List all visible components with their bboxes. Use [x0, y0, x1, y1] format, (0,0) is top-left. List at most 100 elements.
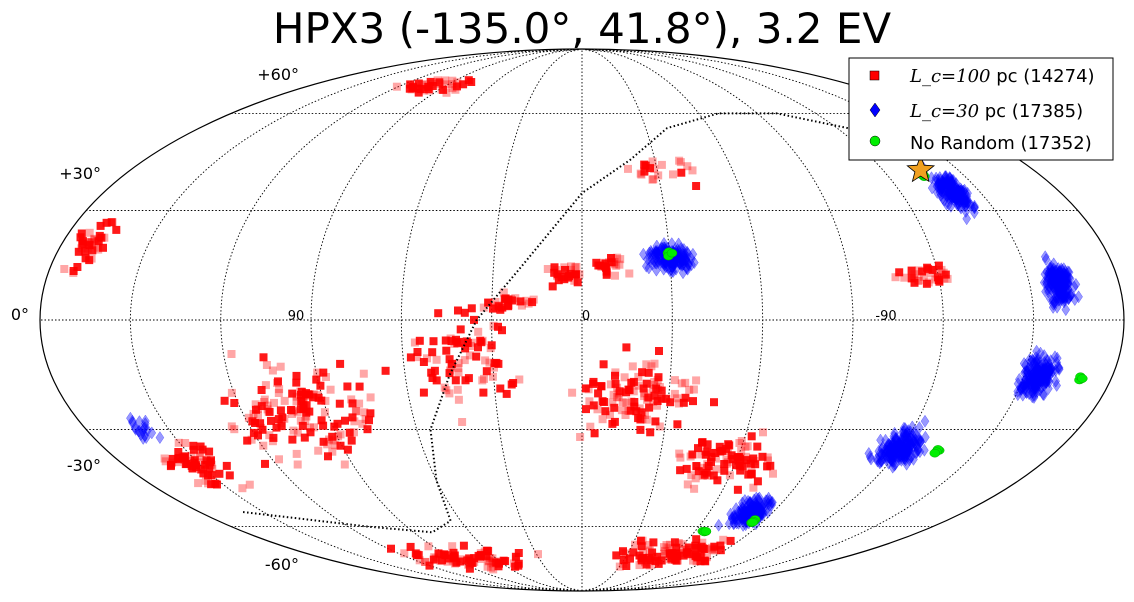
meridian-line — [129, 48, 583, 592]
red-square-point — [256, 419, 265, 428]
red-square-point — [435, 78, 444, 87]
red-square-point — [485, 358, 494, 367]
red-square-point — [645, 546, 654, 555]
red-square-point — [424, 542, 433, 551]
blue-diamond-point — [970, 201, 979, 215]
red-square-point — [576, 433, 585, 441]
red-square-point — [211, 479, 220, 488]
red-square-point — [689, 397, 697, 406]
blue-diamond-point — [949, 181, 959, 195]
red-square-point — [692, 376, 701, 385]
red-square-point — [586, 422, 595, 431]
red-square-point — [598, 262, 607, 271]
red-square-point — [589, 401, 598, 410]
red-square-point — [646, 428, 655, 437]
red-square-point — [660, 549, 669, 558]
red-square-point — [612, 551, 621, 560]
lat-label-0: 0° — [11, 305, 29, 324]
red-square-point — [189, 445, 198, 454]
red-square-point — [492, 558, 501, 567]
red-square-point — [249, 409, 258, 418]
red-square-point — [275, 455, 283, 464]
red-square-point — [891, 273, 900, 282]
red-square-point — [270, 398, 278, 407]
red-square-point — [288, 389, 297, 398]
red-square-point — [694, 444, 702, 453]
red-square-point — [516, 297, 525, 306]
red-square-point — [910, 274, 919, 283]
red-square-point — [74, 247, 83, 256]
red-square-point — [333, 419, 342, 428]
red-square-point — [636, 415, 645, 424]
red-square-point — [934, 261, 943, 270]
red-square-point — [227, 350, 236, 358]
red-square-point — [427, 368, 436, 377]
red-square-point — [424, 85, 433, 94]
red-square-point — [679, 398, 688, 407]
red-square-point — [509, 379, 518, 387]
legend: L_c=100 pc (14274) L_c=30 pc (17385) No … — [848, 57, 1114, 161]
red-square-point — [907, 266, 916, 275]
red-square-point — [758, 452, 767, 461]
red-square-point — [707, 448, 716, 457]
red-square-point — [292, 378, 301, 387]
red-square-point — [392, 82, 401, 91]
red-square-point — [694, 467, 703, 476]
red-square-point — [636, 536, 645, 545]
red-square-point — [510, 559, 518, 568]
blue-diamond-point — [931, 171, 941, 185]
red-square-point — [441, 336, 450, 345]
blue-diamond-point — [1071, 277, 1081, 291]
red-square-point — [406, 542, 415, 551]
red-square-point — [708, 545, 717, 554]
red-square-point — [700, 556, 709, 565]
red-square-point — [624, 385, 633, 394]
blue-diamond-point — [915, 445, 925, 459]
red-square-point — [321, 396, 330, 405]
green-circle-point — [666, 248, 678, 258]
red-square-point — [406, 353, 415, 362]
red-square-point — [363, 425, 372, 434]
red-square-point — [465, 351, 474, 360]
red-square-point — [465, 554, 474, 563]
red-square-point — [700, 470, 709, 479]
red-square-point — [436, 550, 445, 559]
blue-diamond-point — [130, 421, 140, 435]
red-square-point — [248, 417, 257, 426]
red-square-point — [336, 359, 345, 368]
red-square-point — [631, 540, 639, 549]
blue-diamond-point — [902, 445, 911, 459]
blue-diamond-point — [1042, 274, 1052, 288]
red-square-point — [317, 396, 326, 405]
red-square-point — [275, 385, 284, 394]
red-square-point — [940, 274, 949, 283]
blue-diamond-point — [1051, 274, 1060, 288]
red-square-point — [550, 268, 559, 277]
red-square-point — [710, 542, 719, 551]
red-square-point — [487, 341, 496, 350]
red-square-point — [613, 393, 621, 401]
red-square-point — [691, 550, 700, 559]
red-square-point — [939, 268, 948, 277]
red-square-point — [739, 459, 748, 468]
red-square-point — [597, 382, 606, 391]
red-square-point — [642, 379, 651, 388]
red-square-point — [637, 554, 646, 563]
red-square-point — [575, 270, 584, 279]
red-square-point — [665, 549, 674, 558]
red-square-point — [672, 543, 681, 552]
red-square-point — [607, 258, 616, 267]
red-square-point — [608, 398, 617, 407]
red-square-point — [703, 460, 712, 469]
blue-diamond-point — [911, 446, 921, 460]
red-square-point — [238, 484, 247, 493]
red-square-point — [258, 425, 267, 434]
chart-title: HPX3 (-135.0°, 41.8°), 3.2 EV — [273, 4, 892, 53]
red-square-point — [441, 80, 450, 89]
red-square-point — [467, 338, 476, 347]
red-square-point — [94, 237, 103, 246]
red-square-point — [678, 540, 687, 549]
red-square-point — [733, 485, 742, 494]
red-square-point — [470, 554, 479, 563]
red-square-point — [251, 400, 260, 409]
